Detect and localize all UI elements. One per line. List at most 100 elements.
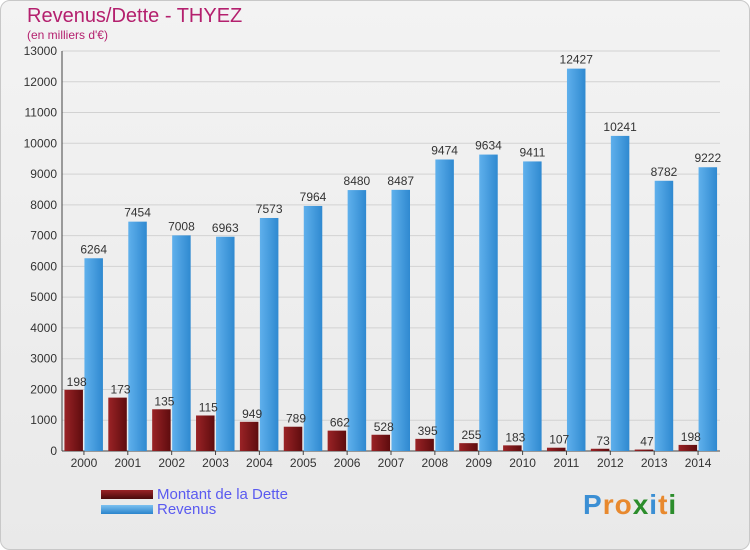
chart-subtitle: (en milliers d'€) xyxy=(27,28,108,42)
bar-dette xyxy=(546,447,566,451)
y-tick-label: 9000 xyxy=(30,167,57,181)
legend-item-dette: Montant de la Dette xyxy=(101,486,288,503)
data-label-dette: 255 xyxy=(461,428,481,442)
y-tick-label: 12000 xyxy=(24,75,58,89)
legend-label-revenus: Revenus xyxy=(157,501,217,518)
x-tick-label: 2005 xyxy=(290,456,317,470)
bar-revenus xyxy=(347,190,367,452)
data-label-revenus: 9474 xyxy=(431,143,458,157)
chart-title: Revenus/Dette - THYEZ xyxy=(27,5,243,27)
data-label-dette: 198 xyxy=(67,375,87,389)
bar-dette xyxy=(634,449,654,451)
data-label-revenus: 6264 xyxy=(80,242,107,256)
data-label-revenus: 7008 xyxy=(168,219,195,233)
x-tick-label: 2007 xyxy=(378,456,405,470)
data-label-dette: 528 xyxy=(374,420,394,434)
y-tick-label: 13000 xyxy=(24,44,58,58)
bar-revenus xyxy=(172,235,191,451)
x-tick-label: 2014 xyxy=(685,456,712,470)
x-tick-label: 2012 xyxy=(597,456,624,470)
x-tick-label: 2010 xyxy=(509,456,536,470)
bar-dette xyxy=(459,443,478,451)
x-tick-label: 2009 xyxy=(465,456,492,470)
bar-dette xyxy=(590,448,610,451)
y-tick-label: 6000 xyxy=(30,259,57,273)
bar-dette xyxy=(283,426,303,451)
x-tick-label: 2004 xyxy=(246,456,273,470)
legend: Montant de la Dette Revenus xyxy=(101,486,288,518)
x-tick-label: 2000 xyxy=(71,456,98,470)
x-tick-label: 2002 xyxy=(158,456,185,470)
logo-letter: i xyxy=(668,489,678,520)
bar-dette xyxy=(371,434,390,451)
bar-revenus xyxy=(84,258,103,451)
y-tick-label: 3000 xyxy=(30,352,57,366)
x-tick-label: 2003 xyxy=(202,456,229,470)
data-label-revenus: 8782 xyxy=(651,165,678,179)
legend-swatch-dette xyxy=(101,490,153,499)
data-label-revenus: 7573 xyxy=(256,202,283,216)
legend-item-revenus: Revenus xyxy=(101,501,288,518)
bar-dette xyxy=(108,397,127,451)
data-label-dette: 107 xyxy=(549,433,569,447)
data-label-revenus: 9634 xyxy=(475,139,502,153)
logo-letter: o xyxy=(614,489,633,520)
bar-revenus xyxy=(698,167,718,451)
bar-revenus xyxy=(479,154,498,452)
bar-revenus xyxy=(128,221,147,451)
logo-letter: P xyxy=(583,489,603,520)
x-tick-label: 2013 xyxy=(641,456,668,470)
data-label-revenus: 8480 xyxy=(344,174,371,188)
proxiti-logo: Proxiti xyxy=(583,489,677,521)
bar-revenus xyxy=(259,217,279,451)
bar-revenus xyxy=(654,180,674,452)
x-tick-label: 2001 xyxy=(114,456,141,470)
x-tick-label: 2006 xyxy=(334,456,361,470)
logo-letter: x xyxy=(632,489,650,520)
data-label-dette: 173 xyxy=(111,383,131,397)
x-tick-label: 2008 xyxy=(422,456,449,470)
data-label-dette: 395 xyxy=(418,424,438,438)
y-tick-label: 1000 xyxy=(30,413,57,427)
y-tick-label: 8000 xyxy=(30,198,57,212)
data-label-revenus: 7454 xyxy=(124,206,151,220)
legend-label-dette: Montant de la Dette xyxy=(157,486,288,503)
data-label-dette: 198 xyxy=(681,430,701,444)
bar-revenus xyxy=(523,161,542,451)
bar-revenus xyxy=(610,135,630,451)
bar-dette xyxy=(64,389,83,451)
data-label-revenus: 9222 xyxy=(694,151,721,165)
data-label-dette: 135 xyxy=(154,394,174,408)
x-tick-label: 2011 xyxy=(554,456,580,470)
bar-revenus xyxy=(391,189,410,451)
logo-letter: t xyxy=(658,489,669,520)
data-label-revenus: 12427 xyxy=(560,53,594,67)
data-label-dette: 73 xyxy=(596,434,610,448)
data-label-revenus: 8487 xyxy=(387,174,414,188)
data-label-dette: 662 xyxy=(330,416,350,430)
data-label-dette: 115 xyxy=(199,400,218,414)
bar-revenus xyxy=(216,236,235,451)
data-label-dette: 183 xyxy=(505,430,525,444)
data-label-revenus: 7964 xyxy=(300,190,327,204)
y-tick-label: 10000 xyxy=(24,136,58,150)
y-tick-label: 11000 xyxy=(25,106,58,120)
logo-letter: i xyxy=(649,489,659,520)
bar-dette xyxy=(415,438,434,451)
data-label-revenus: 10241 xyxy=(603,120,637,134)
y-tick-label: 4000 xyxy=(30,321,57,335)
y-tick-label: 2000 xyxy=(30,382,57,396)
bar-dette xyxy=(327,430,347,451)
bar-dette xyxy=(503,445,522,451)
data-label-revenus: 9411 xyxy=(519,145,545,159)
y-tick-label: 7000 xyxy=(30,229,57,243)
y-tick-label: 0 xyxy=(50,444,57,458)
bar-revenus xyxy=(303,205,323,451)
bar-revenus xyxy=(566,68,586,451)
logo-letter: r xyxy=(602,489,615,520)
data-label-revenus: 6963 xyxy=(212,221,239,235)
data-label-dette: 789 xyxy=(286,412,306,426)
bar-dette xyxy=(152,409,171,451)
y-tick-label: 5000 xyxy=(30,290,57,304)
